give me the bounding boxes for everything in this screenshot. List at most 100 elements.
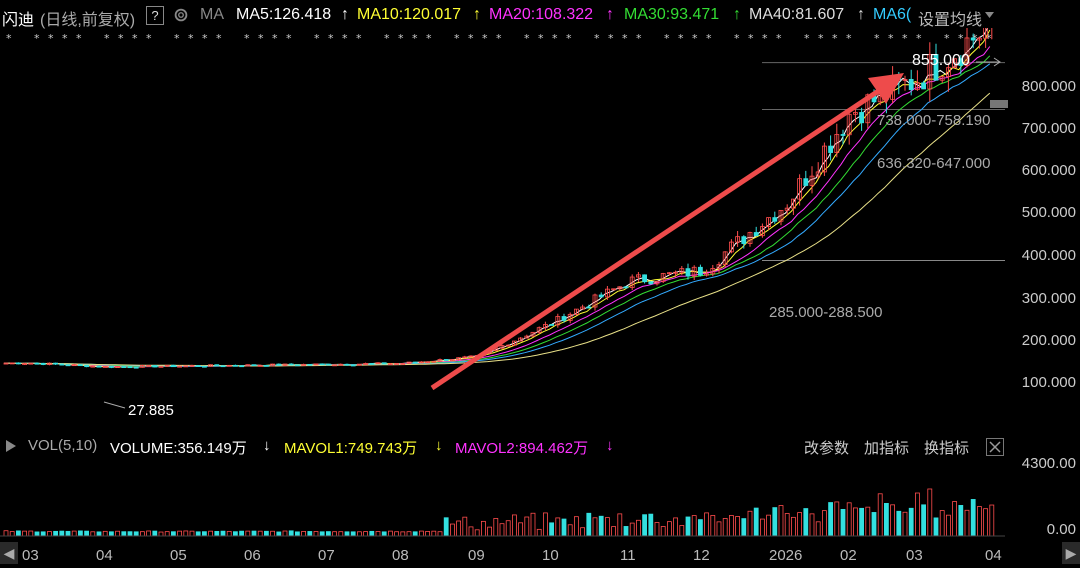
event-marker: * [748, 32, 754, 45]
volume-bar [784, 513, 790, 537]
event-marker: * [244, 32, 250, 45]
candle-body [363, 363, 369, 365]
candle-body [189, 365, 195, 367]
candle-body [239, 365, 245, 368]
event-marker: * [538, 32, 544, 45]
trend-arrow-head [868, 73, 904, 104]
ma10-arrow: ↑ [473, 6, 481, 23]
volume-bar [456, 520, 462, 537]
candle-body [611, 288, 616, 291]
help-button[interactable]: ? [146, 6, 164, 25]
volume-bar [121, 531, 127, 537]
volume-bar [753, 507, 759, 537]
x-tick-label: 02 [840, 547, 857, 564]
volume-bar [623, 526, 629, 537]
scroll-left-button[interactable]: ◀ [0, 542, 18, 564]
volume-bar [958, 505, 964, 537]
volume-bar [350, 531, 356, 537]
volume-bar [611, 526, 616, 537]
volume-bar [629, 522, 635, 537]
volume-bar [480, 520, 486, 537]
candle-body [803, 178, 809, 186]
current-price-marker [990, 100, 1008, 108]
candle-body [772, 217, 778, 222]
volume-bar [791, 516, 796, 537]
volume-bar [667, 521, 672, 537]
volume-bar [90, 531, 96, 537]
candle-body [394, 363, 400, 365]
volume-bar [803, 508, 809, 537]
collapse-icon[interactable] [6, 440, 16, 452]
high-price-label: 855.000 [912, 52, 970, 69]
candle-body [741, 236, 747, 244]
candle-body [524, 335, 530, 339]
event-marker: * [202, 32, 208, 45]
volume-bar [425, 531, 431, 537]
volume-bar [201, 531, 207, 537]
volume-bar [921, 504, 926, 537]
event-marker: * [104, 32, 110, 45]
volume-bar [654, 522, 660, 537]
volume-bar [946, 514, 951, 537]
volume-bar [927, 488, 933, 537]
scroll-right-button[interactable]: ▶ [1062, 542, 1080, 564]
close-icon[interactable] [986, 438, 1004, 456]
ma5-value: MA5:126.418 [236, 6, 332, 23]
price-chart[interactable]: * * * * * * * * * * * * * * * * * * * * * * * * * * * * * * * * * * * * * * * *… [0, 28, 1080, 434]
event-marker: * [678, 32, 684, 45]
mavol1-arrow: ↓ [435, 437, 443, 454]
candle-body [958, 58, 964, 66]
candle-body [133, 366, 139, 369]
volume-bar [828, 502, 833, 537]
candle-body [425, 361, 431, 364]
settings-link[interactable]: 设置均线 [918, 12, 983, 29]
candle-body [468, 355, 474, 358]
candle-body [815, 171, 821, 177]
candle-body [580, 306, 585, 310]
event-marker: * [902, 32, 908, 45]
candle-body [276, 363, 282, 366]
candle-body [598, 294, 604, 298]
volume-bar [338, 531, 344, 537]
stock-name[interactable]: 闪迪 [2, 12, 35, 29]
event-marker: * [692, 32, 698, 45]
volume-bar [146, 530, 152, 537]
ma20-arrow: ↑ [606, 6, 614, 23]
candle-body [387, 363, 393, 366]
candle-body [691, 266, 697, 277]
event-marker: * [76, 32, 82, 45]
candle-body [400, 363, 406, 365]
ma40-arrow: ↑ [857, 6, 865, 23]
volume-bar [487, 526, 493, 537]
volume-bar [276, 531, 282, 537]
candle-body [970, 37, 976, 41]
volume-bar [567, 524, 573, 537]
chart-mode[interactable]: (日线,前复权) [40, 12, 136, 29]
volume-bar [152, 530, 158, 537]
x-tick-label: 05 [170, 547, 187, 564]
event-marker: * [412, 32, 418, 45]
event-marker: * [496, 32, 502, 45]
y-tick-label: 100.000 [1021, 374, 1076, 391]
volume-chart[interactable] [0, 458, 1080, 540]
add-indicator-button[interactable]: 加指标 [864, 440, 910, 457]
volume-bar [251, 530, 257, 537]
event-marker: * [426, 32, 432, 45]
volume-bar [102, 530, 108, 537]
switch-indicator-button[interactable]: 换指标 [924, 440, 970, 457]
event-marker: * [664, 32, 670, 45]
candle-body [313, 363, 319, 366]
header-bar: 闪迪 (日线,前复权) ? MA MA5:126.418 ↑ MA10:120.… [0, 0, 1080, 30]
candle-body [921, 82, 926, 90]
volume-bar [636, 519, 641, 537]
gear-icon[interactable] [172, 6, 190, 24]
volume-bar [133, 531, 139, 537]
candle-body [629, 276, 635, 288]
candle-body [636, 274, 641, 278]
event-marker: * [188, 32, 194, 45]
chevron-down-icon[interactable] [985, 12, 994, 18]
x-tick-label: 03 [22, 547, 39, 564]
edit-params-button[interactable]: 改参数 [804, 440, 850, 457]
candle-body [797, 178, 802, 200]
candle-body [412, 361, 418, 364]
